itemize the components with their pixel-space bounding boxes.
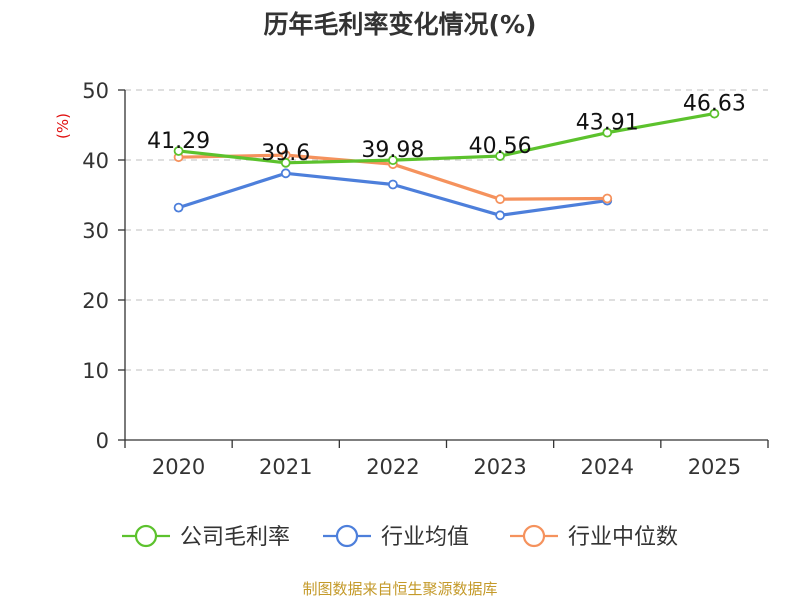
legend-marker-icon — [522, 524, 546, 548]
x-tick-label: 2025 — [688, 455, 741, 479]
legend-marker-icon — [134, 524, 158, 548]
data-label-layer: 41.29 39.6 39.98 40.56 43.91 46.63 — [147, 92, 746, 166]
series-layer — [173, 108, 720, 221]
y-tick-label: 20 — [82, 289, 109, 313]
legend-label: 行业中位数 — [568, 525, 678, 550]
data-point[interactable] — [495, 151, 505, 161]
x-tick-label: 2020 — [152, 455, 205, 479]
source-note: 制图数据来自恒生聚源数据库 — [302, 580, 497, 598]
data-label: 46.63 — [683, 92, 746, 117]
data-point[interactable] — [388, 179, 398, 190]
x-tick-label: 2021 — [259, 455, 312, 479]
x-tick-label: 2022 — [366, 455, 419, 479]
y-tick-label: 30 — [82, 219, 109, 243]
legend-item[interactable]: 公司毛利率 — [122, 524, 290, 550]
data-point[interactable] — [280, 168, 291, 179]
data-label: 43.91 — [576, 111, 639, 136]
legend-label: 行业均值 — [381, 525, 469, 550]
series-industry-mean — [173, 168, 613, 221]
legend-item[interactable]: 行业中位数 — [510, 524, 678, 550]
y-axis-label: (%) — [54, 113, 72, 139]
legend-label: 公司毛利率 — [180, 525, 290, 550]
y-tick-label: 0 — [96, 429, 109, 453]
legend-marker-icon — [335, 524, 359, 548]
data-label: 39.6 — [261, 141, 310, 166]
data-point[interactable] — [709, 108, 720, 119]
series-line — [176, 111, 717, 165]
legend-item[interactable]: 行业均值 — [323, 524, 469, 550]
y-tick-label: 10 — [82, 359, 109, 383]
data-point[interactable] — [602, 127, 613, 138]
x-tick-label: 2024 — [581, 455, 634, 479]
y-tick-label: 40 — [82, 149, 109, 173]
data-point[interactable] — [280, 157, 291, 168]
legend[interactable]: 公司毛利率 行业均值 行业中位数 — [122, 524, 678, 550]
x-tick-label: 2023 — [473, 455, 526, 479]
data-point[interactable] — [495, 210, 505, 221]
grid-layer — [125, 89, 768, 371]
y-tick-label: 50 — [82, 79, 109, 103]
chart-title: 历年毛利率变化情况(%) — [264, 10, 537, 39]
axis-layer: 0 10 20 30 40 50 2020 2021 2022 2023 2024 2025 — [82, 79, 769, 479]
data-point[interactable] — [495, 194, 505, 205]
data-point[interactable] — [173, 146, 184, 156]
series-company — [173, 108, 720, 168]
data-label: 39.98 — [361, 138, 424, 163]
data-point[interactable] — [602, 193, 613, 204]
data-label: 40.56 — [469, 134, 532, 159]
data-point[interactable] — [388, 155, 398, 166]
data-point[interactable] — [173, 202, 184, 213]
data-label: 41.29 — [147, 129, 210, 154]
